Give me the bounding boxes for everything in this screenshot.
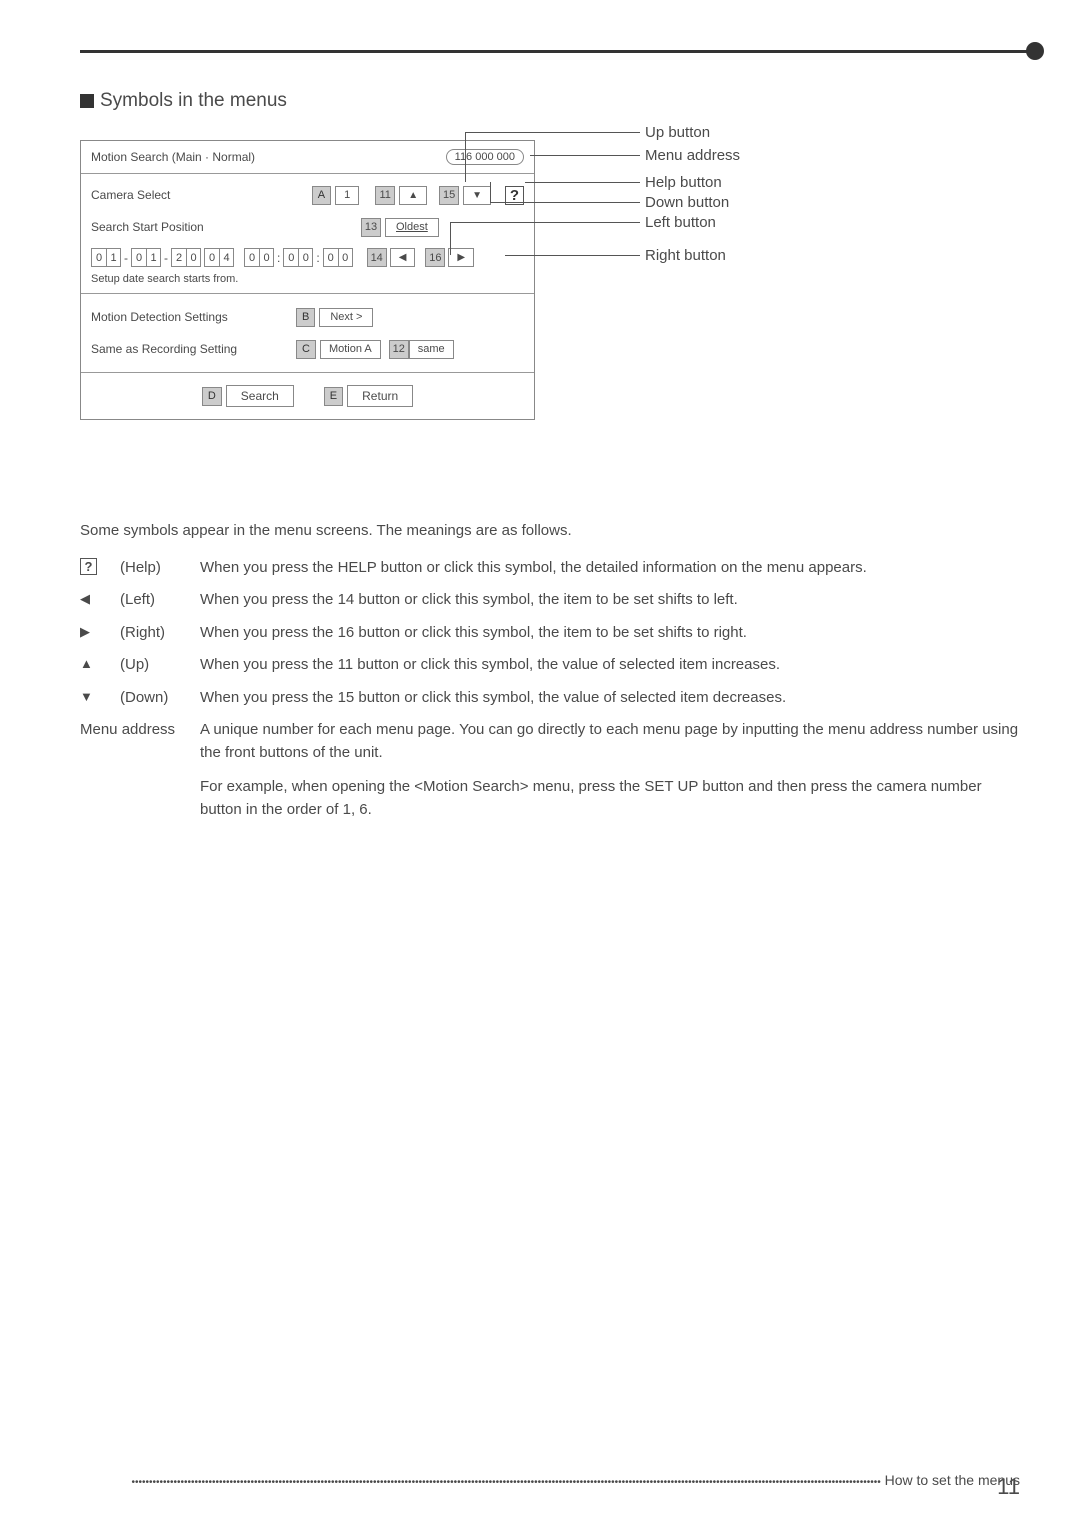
camera-select-label: Camera Select <box>91 188 252 202</box>
same-as-row: Same as Recording Setting C Motion A 12 … <box>91 338 524 360</box>
up-symbol-icon: ▲ <box>80 654 120 674</box>
num-15: 15 <box>439 186 459 205</box>
oldest-button[interactable]: Oldest <box>385 218 439 237</box>
def-help: ? (Help) When you press the HELP button … <box>80 557 1020 580</box>
date-digit[interactable]: 0 <box>204 248 219 267</box>
date-digit[interactable]: 4 <box>219 248 234 267</box>
help-symbol-icon: ? <box>80 558 97 575</box>
same-value[interactable]: same <box>409 340 454 359</box>
letter-b-box: B <box>296 308 315 327</box>
date-digit[interactable]: 0 <box>131 248 146 267</box>
motion-detection-row: Motion Detection Settings B Next > <box>91 306 524 328</box>
setup-hint: Setup date search starts from. <box>91 273 524 285</box>
right-symbol-icon: ▶ <box>80 622 120 642</box>
date-digit[interactable]: 0 <box>244 248 259 267</box>
footer-dots: ••••••••••••••••••••••••••••••••••••••••… <box>131 1477 880 1488</box>
date-digit[interactable]: 1 <box>146 248 161 267</box>
right-icon[interactable]: ▶ <box>448 248 474 267</box>
camera-select-row: Camera Select A 1 11 ▲ 15 ▼ ? <box>91 184 524 206</box>
page-number: 11 <box>997 1474 1020 1500</box>
def-up-label: (Up) <box>120 654 200 677</box>
num-11: 11 <box>375 186 395 205</box>
def-menu-address: Menu address A unique number for each me… <box>80 719 1020 821</box>
motion-detection-label: Motion Detection Settings <box>91 310 296 324</box>
date-digit[interactable]: 0 <box>283 248 298 267</box>
explain-intro: Some symbols appear in the menu screens.… <box>80 520 1020 543</box>
search-start-label: Search Start Position <box>91 220 256 234</box>
date-digit[interactable]: 0 <box>259 248 274 267</box>
def-down-text: When you press the 15 button or click th… <box>200 687 1020 710</box>
section-title: Symbols in the menus <box>80 90 287 112</box>
return-button[interactable]: Return <box>347 385 413 407</box>
top-rule <box>80 50 1030 53</box>
callout-right: Right button <box>645 247 726 264</box>
letter-e-box: E <box>324 387 343 406</box>
def-right-text: When you press the 16 button or click th… <box>200 622 1020 645</box>
menu-body-mid: Motion Detection Settings B Next > Same … <box>81 294 534 373</box>
left-symbol-icon: ◀ <box>80 589 120 609</box>
diagram-area: Motion Search (Main · Normal) 116 000 00… <box>80 140 780 420</box>
search-start-row: Search Start Position 13 Oldest <box>91 216 524 238</box>
num-14: 14 <box>367 248 387 267</box>
top-dot <box>1026 42 1044 60</box>
def-down: ▼ (Down) When you press the 15 button or… <box>80 687 1020 710</box>
menu-body-top: Camera Select A 1 11 ▲ 15 ▼ ? Search Sta… <box>81 174 534 294</box>
def-right: ▶ (Right) When you press the 16 button o… <box>80 622 1020 645</box>
date-digit[interactable]: 0 <box>323 248 338 267</box>
num-13: 13 <box>361 218 381 237</box>
letter-a-box: A <box>312 186 331 205</box>
down-icon[interactable]: ▼ <box>463 186 491 205</box>
down-symbol-icon: ▼ <box>80 687 120 707</box>
def-up-text: When you press the 11 button or click th… <box>200 654 1020 677</box>
up-icon[interactable]: ▲ <box>399 186 427 205</box>
date-digit[interactable]: 0 <box>298 248 313 267</box>
letter-d-box: D <box>202 387 222 406</box>
date-digit[interactable]: 2 <box>171 248 186 267</box>
search-button[interactable]: Search <box>226 385 294 407</box>
def-ma-text1: A unique number for each menu page. You … <box>200 719 1020 764</box>
date-row: 01 - 01 - 2004 00 : 00 : 00 14 ◀ 16 ▶ <box>91 248 524 267</box>
date-digit[interactable]: 0 <box>186 248 201 267</box>
menu-header: Motion Search (Main · Normal) 116 000 00… <box>81 141 534 174</box>
def-down-label: (Down) <box>120 687 200 710</box>
date-digit[interactable]: 0 <box>91 248 106 267</box>
callout-down: Down button <box>645 194 729 211</box>
menu-address-badge: 116 000 000 <box>446 149 524 165</box>
def-left-text: When you press the 14 button or click th… <box>200 589 1020 612</box>
num-16: 16 <box>425 248 445 267</box>
def-up: ▲ (Up) When you press the 11 button or c… <box>80 654 1020 677</box>
def-help-label: (Help) <box>120 557 200 580</box>
section-title-text: Symbols in the menus <box>100 90 287 112</box>
explanation-section: Some symbols appear in the menu screens.… <box>80 520 1020 831</box>
letter-c-box: C <box>296 340 316 359</box>
square-bullet-icon <box>80 94 94 108</box>
motion-a-value[interactable]: Motion A <box>320 340 381 359</box>
camera-value[interactable]: 1 <box>335 186 359 205</box>
menu-title: Motion Search (Main · Normal) <box>91 150 255 164</box>
left-icon[interactable]: ◀ <box>390 248 416 267</box>
callout-menu-addr: Menu address <box>645 147 740 164</box>
def-left: ◀ (Left) When you press the 14 button or… <box>80 589 1020 612</box>
menu-box: Motion Search (Main · Normal) 116 000 00… <box>80 140 535 420</box>
def-help-text: When you press the HELP button or click … <box>200 557 1020 580</box>
callout-left: Left button <box>645 214 716 231</box>
def-left-label: (Left) <box>120 589 200 612</box>
footer-area: ••••••••••••••••••••••••••••••••••••••••… <box>80 1472 1020 1488</box>
def-right-label: (Right) <box>120 622 200 645</box>
date-digit[interactable]: 1 <box>106 248 121 267</box>
def-ma-text2: For example, when opening the <Motion Se… <box>200 776 1020 821</box>
menu-footer: D Search E Return <box>81 373 534 419</box>
num-12: 12 <box>389 340 409 359</box>
def-ma-label: Menu address <box>80 719 200 742</box>
date-digit[interactable]: 0 <box>338 248 353 267</box>
callout-up: Up button <box>645 124 710 141</box>
same-as-label: Same as Recording Setting <box>91 342 296 356</box>
callout-help: Help button <box>645 174 722 191</box>
next-button[interactable]: Next > <box>319 308 373 327</box>
